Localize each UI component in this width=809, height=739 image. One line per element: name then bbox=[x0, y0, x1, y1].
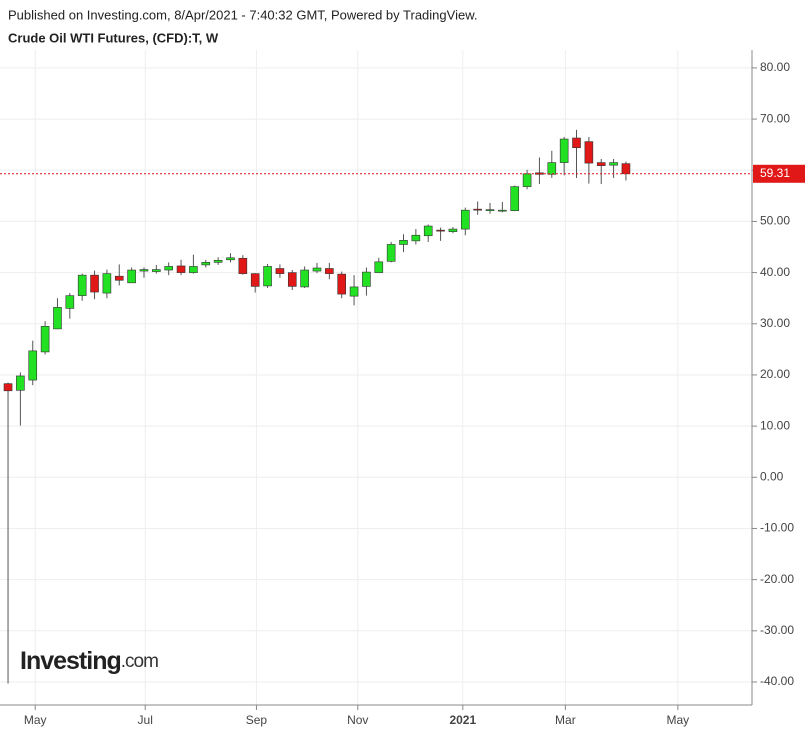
candle-body bbox=[164, 266, 173, 271]
candle-body bbox=[40, 326, 50, 353]
candle-body bbox=[152, 269, 161, 272]
candle-body bbox=[448, 228, 458, 232]
candle-body bbox=[3, 383, 13, 392]
x-tick-label: Mar bbox=[555, 713, 576, 727]
candle-body bbox=[77, 274, 87, 296]
candle-body bbox=[349, 286, 359, 297]
candle-body bbox=[176, 265, 186, 273]
logo: Investing.com bbox=[20, 647, 158, 675]
candle-body bbox=[436, 229, 445, 232]
candle-body bbox=[621, 163, 631, 175]
candle-body bbox=[226, 257, 235, 261]
candle-body bbox=[535, 172, 544, 175]
y-tick-label: -40.00 bbox=[760, 674, 794, 688]
candle-body bbox=[238, 257, 248, 274]
last-price-box bbox=[753, 164, 805, 183]
candle-body bbox=[90, 274, 99, 293]
published-note: Published on Investing.com, 8/Apr/2021 -… bbox=[8, 7, 477, 22]
candle-body bbox=[510, 186, 520, 211]
candle-body bbox=[572, 137, 581, 149]
candle-body bbox=[325, 268, 334, 274]
candle-body bbox=[460, 209, 470, 230]
candle-body bbox=[547, 162, 557, 175]
candle-body bbox=[386, 244, 396, 262]
candle-body bbox=[139, 269, 149, 272]
y-tick-label: -20.00 bbox=[760, 572, 794, 586]
y-tick-label: 10.00 bbox=[760, 418, 790, 432]
chart-title: Crude Oil WTI Futures, (CFD):T, W bbox=[8, 30, 219, 45]
plot-area: 80.0070.0060.0050.0040.0030.0020.0010.00… bbox=[0, 50, 805, 727]
x-tick-label: May bbox=[24, 713, 47, 727]
candle-body bbox=[609, 162, 618, 166]
candle-body bbox=[596, 162, 606, 166]
candle-body bbox=[411, 234, 421, 242]
candle-body bbox=[362, 271, 371, 287]
plot-background bbox=[0, 50, 752, 705]
candle-body bbox=[522, 173, 532, 187]
candle-body bbox=[485, 209, 495, 211]
y-tick-label: 20.00 bbox=[760, 367, 790, 381]
x-tick-label: Sep bbox=[246, 713, 268, 727]
candle-body bbox=[399, 240, 408, 245]
candle-body bbox=[584, 141, 594, 164]
candle-body bbox=[300, 269, 309, 288]
candle-body bbox=[189, 266, 198, 273]
logo-main: Investing bbox=[20, 647, 121, 675]
candle-body bbox=[65, 295, 75, 309]
candle-body bbox=[201, 262, 211, 266]
y-tick-label: 0.00 bbox=[760, 469, 784, 483]
logo-suffix: .com bbox=[121, 651, 158, 672]
y-tick-label: 70.00 bbox=[760, 111, 790, 125]
x-tick-label: May bbox=[667, 713, 690, 727]
candle-body bbox=[127, 269, 136, 284]
candle-body bbox=[337, 273, 347, 295]
x-tick-label: Nov bbox=[347, 713, 368, 727]
y-tick-label: 50.00 bbox=[760, 214, 790, 228]
x-tick-label: 2021 bbox=[449, 713, 476, 727]
candle-body bbox=[102, 273, 112, 294]
y-tick-label: 30.00 bbox=[760, 316, 790, 330]
candle-body bbox=[28, 350, 38, 381]
candle-body bbox=[263, 266, 272, 287]
candle-body bbox=[114, 275, 124, 281]
candle-body bbox=[473, 208, 482, 211]
candle-body bbox=[275, 268, 285, 274]
candle-body bbox=[498, 209, 507, 212]
candle-body bbox=[374, 261, 384, 273]
x-tick-label: Jul bbox=[138, 713, 153, 727]
candle-body bbox=[423, 225, 433, 237]
y-tick-label: 40.00 bbox=[760, 265, 790, 279]
candle-body bbox=[53, 307, 62, 330]
y-tick-label: -10.00 bbox=[760, 521, 794, 535]
candle-body bbox=[213, 260, 223, 263]
last-price-label: 59.31 bbox=[760, 166, 790, 180]
candle-body bbox=[16, 375, 25, 391]
candle-body bbox=[312, 267, 322, 272]
candle-body bbox=[250, 273, 260, 287]
y-tick-label: 80.00 bbox=[760, 60, 790, 74]
y-tick-label: -30.00 bbox=[760, 623, 794, 637]
candle-body bbox=[287, 272, 297, 287]
candle-body bbox=[559, 138, 569, 163]
